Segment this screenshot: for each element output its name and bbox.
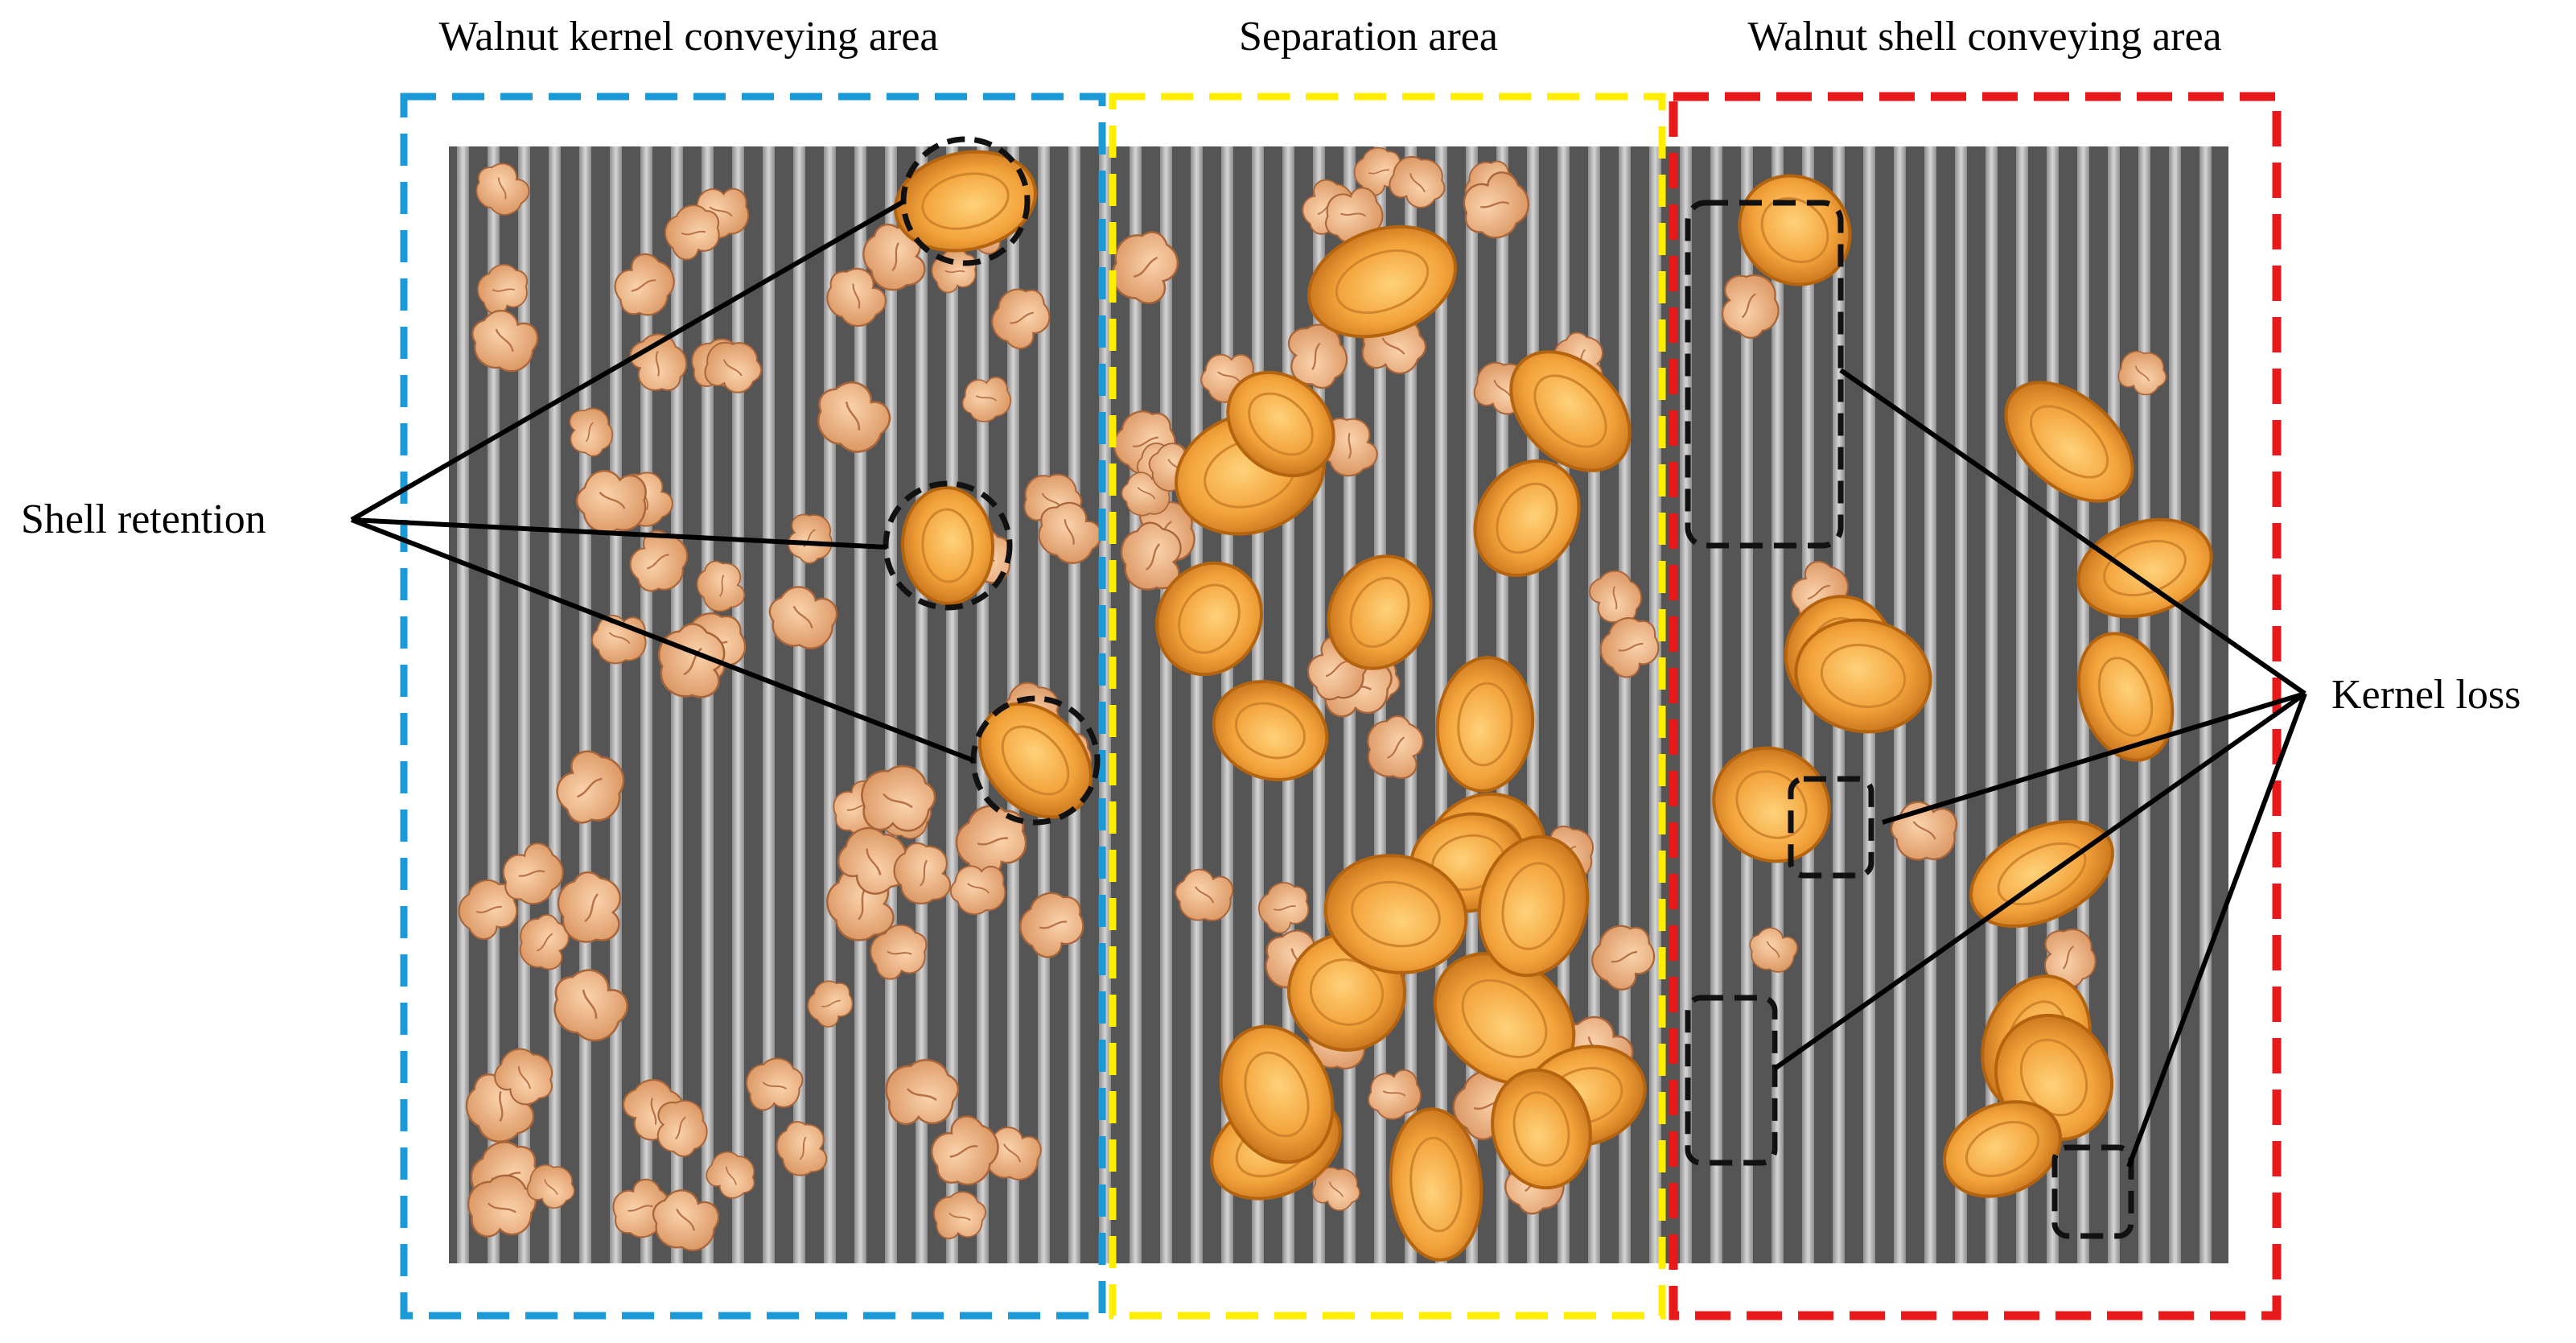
loss-box (2051, 1144, 2134, 1239)
shell-half (1389, 1107, 1483, 1262)
kernel-piece (931, 1115, 999, 1186)
kernel-area-label: Walnut kernel conveying area (439, 14, 939, 60)
kernel-piece (519, 914, 570, 970)
shell-half (2004, 381, 2134, 503)
kernel-piece (569, 407, 614, 457)
separation-area-border (1109, 93, 1666, 1320)
shell-half (977, 702, 1093, 819)
separation-area-label: Separation area (1239, 14, 1498, 60)
kernel-piece (526, 1164, 575, 1209)
shell-half (2076, 632, 2175, 762)
shell-half (1327, 554, 1433, 670)
loss-box (1685, 200, 1844, 549)
kernel-piece (961, 376, 1011, 422)
kernel-piece (949, 865, 1006, 915)
shell-half (1712, 746, 1831, 863)
shell-half (1219, 1024, 1335, 1164)
kernel-piece (991, 288, 1051, 349)
kernel-piece (870, 924, 928, 980)
kernel-piece (629, 529, 689, 592)
kernel-piece (1591, 925, 1656, 991)
shell-half (1942, 1100, 2063, 1198)
kernel-piece (768, 586, 838, 649)
kernel-piece (553, 969, 628, 1042)
kernel-piece (664, 204, 720, 261)
kernel-piece (826, 267, 887, 327)
kernel-piece (2117, 350, 2167, 396)
callout-lines (350, 199, 2307, 1168)
kernel-piece (1367, 715, 1424, 780)
kernel-piece (706, 1151, 755, 1199)
kernel-piece (1325, 187, 1384, 245)
kernel-piece (471, 310, 539, 373)
kernel-piece (2043, 928, 2097, 987)
kernel-piece (893, 842, 951, 904)
kernel-piece (1389, 155, 1446, 208)
kernel-piece (788, 513, 833, 564)
shell-half (2076, 517, 2213, 619)
walnut-shells (894, 150, 2213, 1262)
kernel-piece (1749, 927, 1798, 973)
kernel-piece (885, 1059, 960, 1126)
shell-half (1491, 1068, 1592, 1190)
kernel-piece (614, 253, 675, 316)
kernel-piece (746, 1057, 804, 1111)
shell-half (1473, 459, 1581, 578)
kernel-piece (1368, 1069, 1422, 1120)
shell-half (1509, 350, 1632, 472)
kernel-piece (657, 623, 726, 698)
kernel-piece (557, 871, 621, 943)
kernel-area-border (400, 93, 1106, 1320)
kernel-piece (575, 469, 647, 533)
kernel-piece (1463, 171, 1529, 239)
kernel-piece (467, 1174, 537, 1238)
kernel-piece (1019, 892, 1084, 958)
kernel-piece (955, 805, 1027, 878)
loss-box (1788, 776, 1874, 879)
kernel-piece (1257, 882, 1310, 934)
shell-half (1307, 225, 1458, 339)
shell-half (1969, 819, 2114, 929)
kernel-piece (1175, 868, 1234, 921)
kernel-piece (652, 1189, 720, 1252)
shell-half (1226, 370, 1335, 478)
shell-half (1435, 656, 1535, 793)
shell-half (1323, 854, 1468, 974)
shell-half (1155, 561, 1263, 677)
kernel-piece (817, 381, 891, 453)
shell-half (900, 486, 995, 605)
kernel-piece (1722, 274, 1780, 339)
kernel-piece (477, 264, 528, 315)
shell-retention-label: Shell retention (21, 496, 266, 542)
kernel-piece (494, 1048, 553, 1106)
kernel-piece (776, 1121, 828, 1176)
kernel-piece (1589, 570, 1643, 623)
shell-area-label: Walnut shell conveying area (1747, 14, 2221, 60)
shell-half (1477, 834, 1590, 978)
kernel-loss-label: Kernel loss (2331, 672, 2520, 718)
kernel-piece (656, 1100, 708, 1157)
kernel-piece (502, 842, 564, 905)
shell-half (1212, 680, 1329, 781)
kernel-piece (458, 880, 518, 941)
kernel-piece (475, 163, 530, 216)
loss-box (1685, 995, 1778, 1166)
kernel-piece (862, 223, 926, 291)
kernel-piece (1111, 231, 1179, 304)
kernel-piece (556, 750, 625, 824)
kernel-piece (1599, 617, 1660, 678)
shell-half (894, 150, 1037, 253)
kernel-piece (933, 1191, 986, 1240)
kernel-piece (704, 341, 763, 393)
kernel-piece (696, 560, 746, 612)
kernel-piece (807, 980, 854, 1028)
kernel-piece (861, 764, 936, 832)
kernel-piece (1120, 521, 1182, 591)
kernel-loss-markers (1685, 200, 2134, 1239)
kernel-piece (1038, 501, 1102, 564)
shell-half (1794, 618, 1932, 734)
shell-area-border (1669, 92, 2282, 1320)
